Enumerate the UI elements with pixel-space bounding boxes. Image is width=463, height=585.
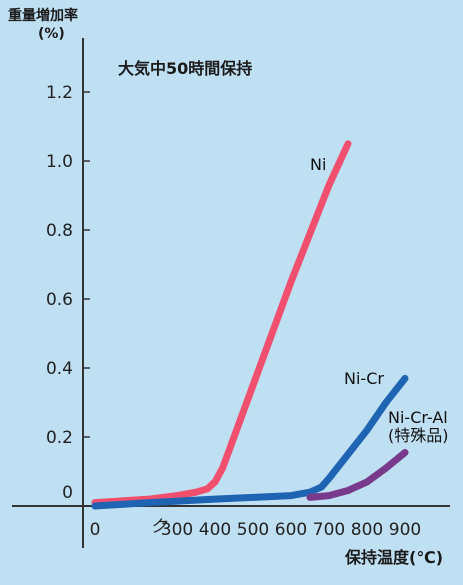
y-axis-label: 重量増加率: [8, 7, 78, 24]
x-tick-label: 800: [351, 520, 383, 540]
y-tick-label: 0.8: [46, 221, 73, 241]
series-label-1: Ni-Cr: [344, 369, 384, 388]
x-axis-label: 保持温度(℃): [344, 548, 443, 567]
series-line-1: [91, 374, 409, 510]
y-tick-label: 0.4: [46, 359, 73, 379]
x-tick-label: 500: [237, 520, 269, 540]
y-tick-label: 1.0: [46, 152, 73, 172]
x-tick-label: 700: [313, 520, 345, 540]
x-tick-label: 900: [389, 520, 421, 540]
series-label-2: Ni-Cr-Al (特殊品): [388, 408, 449, 445]
x-axis-break-marker: ク: [150, 517, 168, 537]
x-tick-label: 300: [161, 520, 193, 540]
y-axis-unit: (%): [38, 26, 65, 42]
ticks: 0 0.2 0.4 0.6 0.8 1.0 1.2 0 300 400 500 600 700 800 90…: [46, 83, 421, 540]
series-line-0: [91, 140, 352, 507]
series-lines: [91, 140, 409, 510]
chart-title: 大気中50時間保持: [118, 59, 252, 78]
axes: [12, 38, 450, 548]
series-labels: Ni Ni-Cr Ni-Cr-Al (特殊品): [310, 155, 449, 445]
series-line-2: [306, 449, 409, 501]
y-tick-label: 0: [62, 483, 73, 503]
x-tick-label: 600: [275, 520, 307, 540]
y-tick-label: 1.2: [46, 83, 73, 103]
y-tick-label: 0.6: [46, 290, 73, 310]
x-tick-label: 400: [199, 520, 231, 540]
y-tick-label: 0.2: [46, 428, 73, 448]
x-tick-label: 0: [90, 520, 101, 540]
series-label-0: Ni: [310, 155, 326, 174]
